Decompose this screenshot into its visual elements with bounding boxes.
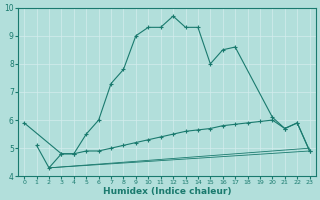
X-axis label: Humidex (Indice chaleur): Humidex (Indice chaleur) bbox=[103, 187, 231, 196]
